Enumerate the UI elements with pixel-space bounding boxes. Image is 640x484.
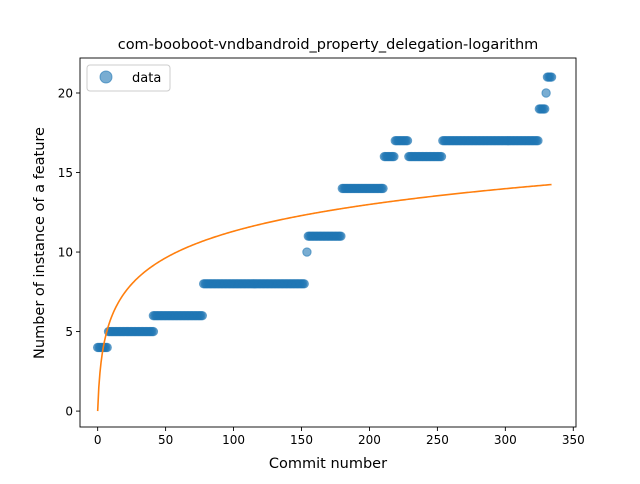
y-tick-label: 10 xyxy=(58,245,73,259)
data-point xyxy=(198,311,206,319)
data-point xyxy=(547,73,555,81)
data-point xyxy=(437,152,445,160)
x-tick-label: 100 xyxy=(222,433,245,447)
x-tick-label: 200 xyxy=(358,433,381,447)
x-axis-label: Commit number xyxy=(269,456,387,472)
data-point xyxy=(403,137,411,145)
data-point xyxy=(379,184,387,192)
x-tick-label: 300 xyxy=(494,433,517,447)
y-tick-label: 15 xyxy=(58,166,73,180)
y-tick-label: 20 xyxy=(58,86,73,100)
x-tick-label: 150 xyxy=(290,433,313,447)
legend-label: data xyxy=(132,71,161,86)
chart-title: com-booboot-vndbandroid_property_delegat… xyxy=(118,37,539,53)
x-tick-label: 50 xyxy=(158,433,173,447)
data-point xyxy=(149,327,157,335)
x-tick-label: 0 xyxy=(94,433,102,447)
data-point xyxy=(542,89,550,97)
legend-marker xyxy=(100,71,112,83)
data-point xyxy=(300,280,308,288)
data-point xyxy=(303,248,311,256)
data-point xyxy=(541,105,549,113)
data-point xyxy=(534,137,542,145)
y-tick-label: 5 xyxy=(65,325,73,339)
x-tick-label: 250 xyxy=(426,433,449,447)
data-point xyxy=(337,232,345,240)
y-axis-label: Number of instance of a feature xyxy=(32,127,48,359)
y-tick-label: 0 xyxy=(65,404,73,418)
x-tick-label: 350 xyxy=(562,433,585,447)
legend: data xyxy=(87,65,170,91)
data-point xyxy=(390,152,398,160)
